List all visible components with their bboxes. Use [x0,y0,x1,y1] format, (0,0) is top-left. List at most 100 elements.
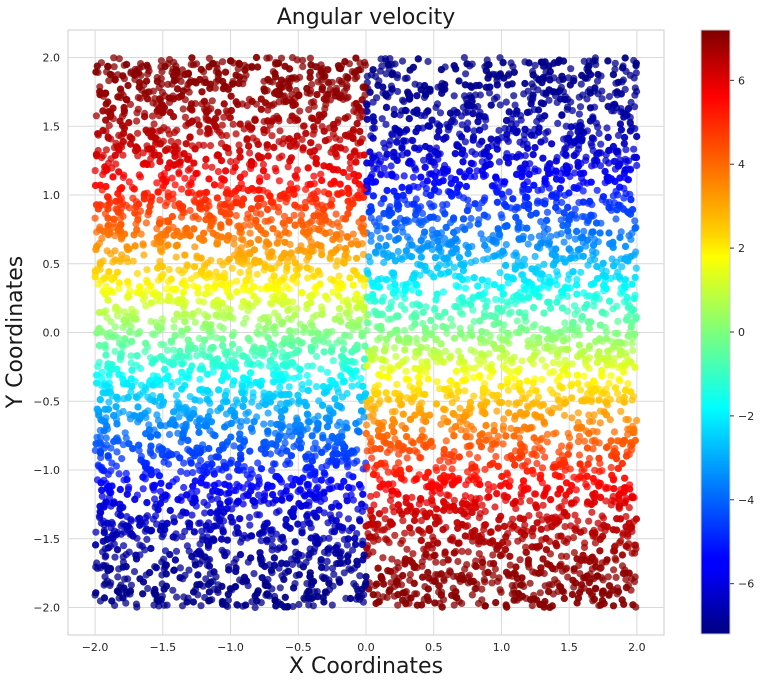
scatter-point [505,399,513,407]
scatter-point [329,288,337,296]
scatter-point [280,135,288,143]
scatter-point [486,331,494,340]
scatter-point [299,56,307,64]
scatter-point [325,534,333,542]
scatter-point [358,507,366,515]
scatter-point [163,601,171,609]
scatter-point [288,560,297,569]
scatter-point [369,98,377,106]
scatter-point [285,327,293,335]
scatter-point [376,397,384,405]
scatter-point [489,551,497,559]
scatter-point [629,346,637,354]
scatter-point [590,302,598,310]
scatter-point [359,598,367,606]
scatter-point [500,415,508,423]
scatter-point [478,596,486,604]
scatter-point [568,360,576,368]
scatter-point [135,447,143,455]
scatter-point [194,462,202,470]
scatter-point [91,214,99,222]
scatter-point [422,368,430,376]
scatter-point [419,507,427,515]
scatter-point [183,469,191,477]
scatter-point [367,237,375,245]
scatter-point [505,188,513,196]
scatter-point [289,298,297,306]
scatter-point [268,466,276,474]
scatter-point [467,214,475,223]
scatter-point [388,555,396,563]
scatter-point [571,331,579,339]
scatter-point [119,151,127,159]
scatter-point [598,467,606,475]
scatter-point [102,146,110,154]
scatter-point [184,262,192,270]
scatter-point [603,124,611,132]
scatter-point [373,491,381,499]
scatter-point [168,174,176,182]
scatter-point [605,379,613,387]
scatter-point [397,539,405,548]
scatter-point [580,227,588,235]
scatter-point [508,590,516,598]
scatter-point [557,503,566,511]
scatter-point [418,558,426,566]
scatter-point [376,234,385,242]
scatter-point [328,220,336,228]
scatter-point [576,103,585,111]
scatter-point [175,266,183,274]
scatter-point [263,173,271,181]
scatter-point [439,201,447,209]
scatter-point [579,187,587,195]
scatter-point [284,315,292,323]
scatter-point [125,548,133,556]
scatter-point [100,581,108,589]
scatter-point [432,571,440,579]
scatter-point [139,241,147,249]
scatter-point [275,177,283,185]
scatter-point [599,576,607,584]
scatter-point [570,549,579,557]
scatter-point [205,54,213,62]
scatter-point [526,497,534,505]
scatter-point [292,327,300,335]
scatter-point [309,445,317,453]
scatter-point [411,447,419,455]
scatter-point [395,459,403,467]
scatter-point [111,347,119,355]
scatter-point [418,358,426,366]
scatter-point [367,492,375,500]
scatter-point [142,219,150,227]
scatter-point [195,519,203,528]
scatter-point [191,318,199,326]
scatter-point [468,148,476,156]
scatter-point [107,318,115,326]
scatter-point [299,63,307,71]
scatter-point [503,469,511,477]
scatter-point [392,352,400,360]
scatter-point [462,371,470,379]
scatter-point [276,584,284,592]
scatter-point [192,191,200,199]
scatter-point [416,454,424,462]
scatter-point [127,352,135,360]
scatter-point [287,180,295,188]
scatter-point [584,381,592,389]
scatter-point [465,450,473,458]
scatter-point [213,334,221,342]
scatter-point [461,492,469,500]
scatter-point [497,588,505,596]
scatter-point [275,154,283,162]
scatter-point [505,367,513,376]
scatter-point [170,346,178,354]
scatter-point [242,410,250,418]
scatter-point [181,174,189,182]
scatter-point [293,166,301,174]
scatter-point [102,434,110,442]
scatter-point [253,270,261,278]
scatter-point [167,137,175,145]
scatter-point [554,119,562,127]
scatter-point [543,208,552,216]
scatter-point [550,430,558,438]
